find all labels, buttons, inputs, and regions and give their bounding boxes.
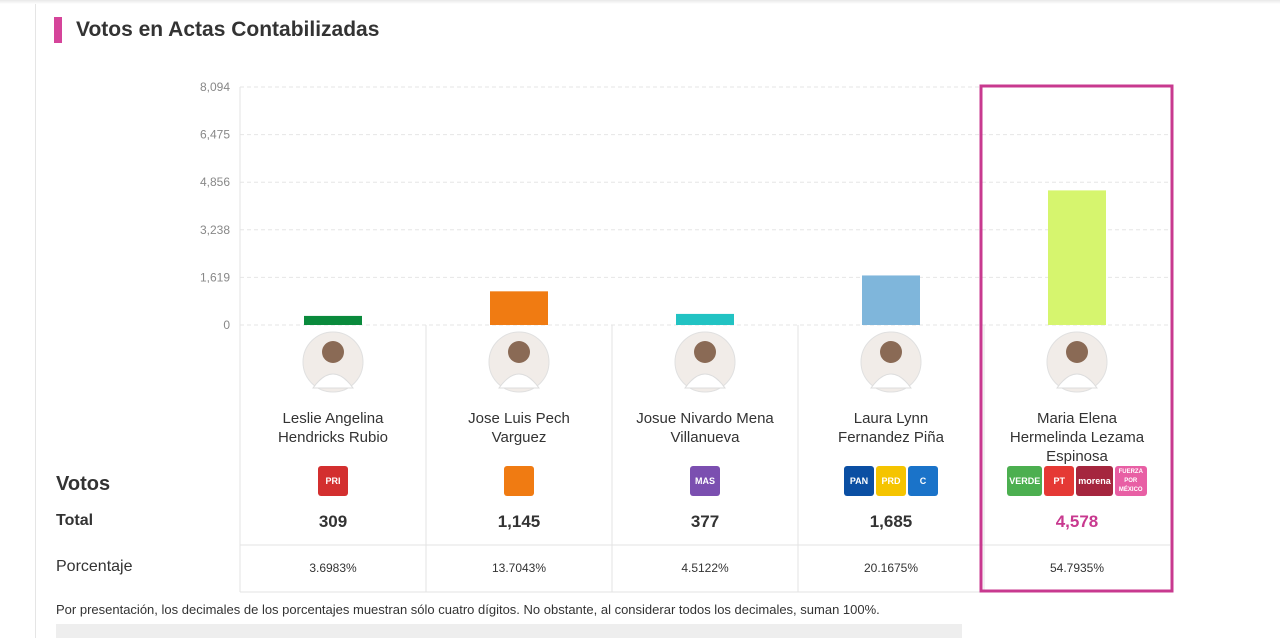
photo-head	[508, 341, 530, 363]
total-label: Total	[56, 512, 94, 529]
party-logos	[439, 466, 599, 496]
bar	[490, 291, 548, 325]
candidate-name: Laura Lynn Fernandez Piña	[838, 410, 944, 446]
section-title: Votos en Actas Contabilizadas	[76, 18, 380, 41]
party-logo: FUERZA POR MÉXICO	[1114, 466, 1147, 496]
party-logo: PRI	[318, 466, 348, 496]
candidate-name: Josue Nivardo Mena Villanueva	[636, 410, 774, 446]
highlight-box	[979, 84, 1174, 593]
bar	[676, 313, 734, 325]
top-shadow	[0, 0, 1280, 4]
photo-body	[684, 373, 726, 389]
y-tick-label: 6,475	[200, 128, 230, 142]
candidate-name: Leslie Angelina Hendricks Rubio	[277, 410, 389, 446]
party-logo	[504, 466, 534, 496]
percent-value: 3.6983%	[309, 561, 357, 575]
next-section	[56, 624, 962, 638]
party-logos: PRI	[253, 466, 413, 496]
y-tick-label: 4,856	[200, 175, 230, 189]
bar	[862, 275, 920, 325]
percent-value: 20.1675%	[864, 561, 918, 575]
total-value: 309	[319, 512, 347, 531]
photo-body	[498, 373, 540, 389]
party-logos: PAN PRD C	[811, 466, 971, 496]
percent-value: 54.7935%	[1050, 561, 1104, 575]
panel-border	[35, 0, 36, 638]
percent-value: 4.5122%	[681, 561, 729, 575]
y-tick-label: 1,619	[200, 270, 230, 284]
party-logos: MAS	[625, 466, 785, 496]
photo-body	[1056, 373, 1098, 389]
photo-body	[870, 373, 912, 389]
candidate-name: Jose Luis Pech Varguez	[468, 410, 570, 446]
total-value: 4,578	[1056, 512, 1099, 531]
percent-label: Porcentaje	[56, 558, 133, 575]
party-logo: MAS	[690, 466, 720, 496]
photo-head	[322, 341, 344, 363]
photo-head	[880, 341, 902, 363]
party-logos: VERDE PT morenaFUERZA POR MÉXICO	[997, 466, 1157, 496]
title-accent	[54, 17, 62, 43]
party-logo: PT	[1044, 466, 1075, 496]
party-logo: PRD	[876, 466, 906, 496]
footnote: Por presentación, los decimales de los p…	[56, 602, 880, 617]
y-tick-label: 8,094	[200, 80, 230, 94]
party-logo: VERDE	[1007, 466, 1043, 496]
percent-value: 13.7043%	[492, 561, 546, 575]
photo-head	[694, 341, 716, 363]
party-logo: C	[908, 466, 938, 496]
total-value: 1,685	[870, 512, 913, 531]
photo-head	[1066, 341, 1088, 363]
bar	[304, 315, 362, 325]
bar	[1048, 190, 1106, 325]
votes-heading: Votos	[56, 473, 111, 495]
party-logo: PAN	[844, 466, 874, 496]
photo-body	[312, 373, 354, 389]
y-tick-label: 3,238	[200, 223, 230, 237]
total-value: 377	[691, 512, 719, 531]
y-tick-label: 0	[223, 318, 230, 332]
candidate-name: Maria Elena Hermelinda Lezama Espinosa	[1009, 410, 1145, 465]
total-value: 1,145	[498, 512, 541, 531]
party-logo: morena	[1076, 466, 1113, 496]
